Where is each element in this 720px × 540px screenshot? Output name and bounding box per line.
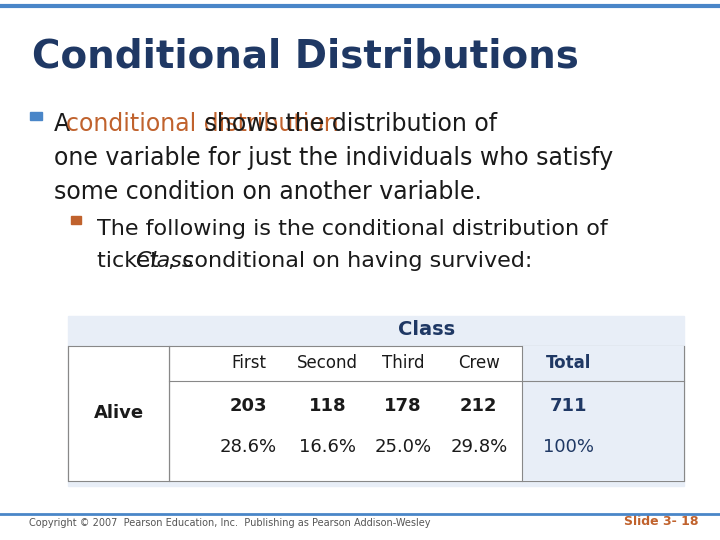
FancyBboxPatch shape bbox=[30, 112, 42, 120]
Text: 203: 203 bbox=[230, 397, 267, 415]
Text: 28.6%: 28.6% bbox=[220, 438, 277, 456]
Text: 118: 118 bbox=[309, 397, 346, 415]
FancyBboxPatch shape bbox=[169, 346, 684, 481]
Text: 178: 178 bbox=[384, 397, 422, 415]
FancyBboxPatch shape bbox=[68, 316, 684, 486]
Text: Total: Total bbox=[546, 354, 592, 372]
Text: Crew: Crew bbox=[458, 354, 500, 372]
Text: Copyright © 2007  Pearson Education, Inc.  Publishing as Pearson Addison-Wesley: Copyright © 2007 Pearson Education, Inc.… bbox=[29, 518, 431, 528]
Text: one variable for just the individuals who satisfy: one variable for just the individuals wh… bbox=[54, 146, 613, 170]
FancyBboxPatch shape bbox=[71, 216, 81, 224]
Text: The following is the conditional distribution of: The following is the conditional distrib… bbox=[97, 219, 608, 239]
Text: 212: 212 bbox=[460, 397, 498, 415]
Text: Class: Class bbox=[135, 251, 193, 271]
Text: Class: Class bbox=[398, 320, 455, 339]
FancyBboxPatch shape bbox=[68, 346, 169, 481]
Text: A: A bbox=[54, 112, 78, 136]
Text: 100%: 100% bbox=[544, 438, 594, 456]
Text: Alive: Alive bbox=[94, 404, 144, 422]
Text: 29.8%: 29.8% bbox=[450, 438, 508, 456]
Text: , conditional on having survived:: , conditional on having survived: bbox=[168, 251, 532, 271]
Text: 711: 711 bbox=[550, 397, 588, 415]
Text: ticket: ticket bbox=[97, 251, 166, 271]
Text: some condition on another variable.: some condition on another variable. bbox=[54, 180, 482, 204]
Text: Second: Second bbox=[297, 354, 358, 372]
Text: conditional distribution: conditional distribution bbox=[66, 112, 338, 136]
Text: First: First bbox=[231, 354, 266, 372]
FancyBboxPatch shape bbox=[522, 346, 684, 481]
Text: Slide 3- 18: Slide 3- 18 bbox=[624, 515, 698, 528]
Text: Conditional Distributions: Conditional Distributions bbox=[32, 38, 580, 76]
Text: Third: Third bbox=[382, 354, 425, 372]
Text: 25.0%: 25.0% bbox=[374, 438, 432, 456]
Text: shows the distribution of: shows the distribution of bbox=[197, 112, 497, 136]
Text: 16.6%: 16.6% bbox=[299, 438, 356, 456]
